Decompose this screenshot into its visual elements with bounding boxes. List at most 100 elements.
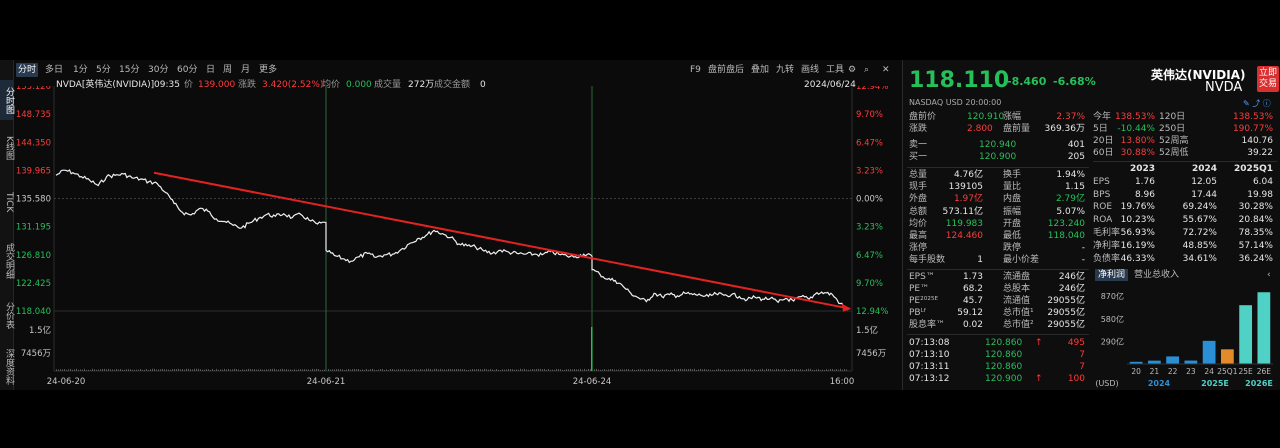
stat-value: 118.040 — [1047, 231, 1085, 241]
nine-turn-button[interactable]: 九转 — [776, 65, 795, 75]
settings-icon[interactable]: ⚙ — [848, 65, 857, 75]
volume-bar — [266, 369, 267, 371]
volume-bar — [768, 368, 769, 371]
stat-label: PBᴸᶠ — [909, 308, 927, 318]
period-month[interactable]: 月 — [241, 65, 251, 75]
trade-now-button[interactable]: 立即交易 — [1257, 66, 1279, 92]
share-icon[interactable]: ⤴ — [1252, 99, 1261, 108]
fin-value: 1.76 — [1134, 176, 1155, 187]
table-row: 总量 4.76亿 换手 1.94% — [909, 170, 1089, 181]
tab-tick[interactable]: TICK — [4, 191, 14, 213]
volume-bar — [570, 369, 571, 371]
divider — [907, 269, 1089, 270]
period-60min[interactable]: 60分 — [177, 65, 198, 75]
volume-bar — [648, 368, 649, 371]
fin-value: 2023 — [1129, 164, 1155, 174]
draw-line-button[interactable]: 画线 — [801, 65, 820, 75]
performance-table: 今年 138.53% 120日 138.53% 5日 -10.44% 250日 190.77%… — [1093, 112, 1277, 162]
trend-line — [153, 171, 851, 310]
tab-depth-data[interactable]: 深度资料 — [4, 349, 14, 385]
tab-time-sharing[interactable]: 分时图 — [0, 80, 14, 120]
volume-bar — [770, 369, 771, 371]
volume-bar — [582, 369, 583, 371]
volume-bar — [194, 368, 195, 371]
volume-bar — [58, 369, 59, 371]
volume-bar — [440, 368, 441, 371]
tools-button[interactable]: 工具 — [826, 65, 845, 75]
volume-bar — [606, 369, 607, 371]
stat-label: 现手 — [909, 182, 928, 193]
volume-bar — [256, 369, 257, 371]
volume-bar — [692, 369, 693, 371]
financials-table: 2023 2024 2025Q1 EPS 1.76 12.05 6.04 BPS 8.96 17.… — [1093, 164, 1277, 268]
volume-bar — [294, 369, 295, 371]
volume-bar — [218, 369, 219, 371]
volume-bar — [240, 369, 241, 371]
period-intraday[interactable]: 分时 — [16, 63, 39, 77]
more-icon[interactable]: ‹ — [1267, 270, 1271, 280]
volume-bar — [644, 369, 645, 371]
table-row: 07:13:08 120.860 495 ↑ — [909, 338, 1089, 349]
volume-bar — [656, 369, 657, 371]
stat-label: 最高 — [909, 231, 928, 241]
volume-bar — [298, 369, 299, 371]
volume-bar — [190, 369, 191, 371]
overlay-button[interactable]: 叠加 — [751, 65, 770, 75]
volume-bar — [72, 369, 73, 371]
close-icon[interactable]: ✕ — [882, 65, 890, 75]
volume-bar — [814, 369, 815, 371]
table-row: PE²⁰²⁵ᴱ 45.7 流通值 29055亿 — [909, 296, 1089, 307]
intraday-chart[interactable]: 153.120 12.94% 148.735 9.70% 144.350 6.47% 139… — [14, 86, 900, 388]
pre-vol: 369.36万 — [1044, 124, 1086, 134]
volume-bar — [84, 368, 85, 371]
volume-bar — [288, 369, 289, 371]
volume-bar — [154, 368, 155, 371]
info-icon[interactable]: ⓘ — [1262, 99, 1271, 108]
period-30min[interactable]: 30分 — [148, 65, 169, 75]
stat-value: - — [1081, 243, 1085, 254]
period-5min[interactable]: 5分 — [96, 65, 111, 75]
tab-revenue[interactable]: 营业总收入 — [1134, 270, 1180, 280]
tab-kline[interactable]: K线图 — [4, 136, 14, 160]
edit-icon[interactable]: ✎ — [1243, 99, 1250, 108]
f9-button[interactable]: F9 — [690, 65, 701, 75]
fin-label: 毛利率 — [1093, 228, 1121, 238]
period-more[interactable]: 更多 — [259, 65, 278, 75]
table-row: BPS 8.96 17.44 19.98 — [1093, 190, 1277, 201]
x-tick-label: 24-06-24 — [573, 377, 612, 387]
fin-value: 57.14% — [1238, 240, 1273, 251]
ask-price: 120.940 — [979, 140, 1017, 150]
tab-trade-detail[interactable]: 成交明细 — [4, 243, 14, 279]
volume-bar — [558, 369, 559, 371]
volume-bar — [360, 369, 361, 371]
volume-bar — [776, 368, 777, 371]
period-day[interactable]: 日 — [206, 65, 216, 75]
pre-vol-label: 盘前量 — [1003, 124, 1031, 134]
volume-bar — [778, 369, 779, 371]
table-row: 07:13:12 120.900 100 ↑ — [909, 374, 1089, 385]
volume-bar — [608, 369, 609, 371]
volume-bar — [732, 369, 733, 371]
volume-bar — [388, 369, 389, 371]
tab-price-table[interactable]: 分价表 — [4, 301, 14, 329]
volume-bar — [116, 368, 117, 371]
volume-bar — [140, 368, 141, 371]
search-icon[interactable]: ⌕ — [864, 65, 870, 75]
volume-bar — [260, 369, 261, 371]
bar-group-label: 2025E — [1201, 379, 1229, 388]
volume-bar — [826, 369, 827, 371]
fin-label: 负债率 — [1093, 253, 1121, 264]
fin-value: 20.84% — [1238, 215, 1273, 226]
period-multiday[interactable]: 多日 — [45, 65, 64, 75]
volume-bar — [756, 369, 757, 371]
tab-net-profit[interactable]: 净利润 — [1095, 269, 1129, 281]
exchange-line: NASDAQ USD 20:00:00 — [909, 98, 1002, 107]
volume-bar — [754, 369, 755, 371]
period-15min[interactable]: 15分 — [119, 65, 140, 75]
fin-value: 8.96 — [1134, 189, 1155, 200]
period-week[interactable]: 周 — [223, 65, 233, 75]
volume-bar — [550, 369, 551, 371]
period-1min[interactable]: 1分 — [73, 65, 88, 75]
pre-post-market-button[interactable]: 盘前盘后 — [708, 65, 745, 75]
price-label: 价 — [184, 80, 194, 90]
